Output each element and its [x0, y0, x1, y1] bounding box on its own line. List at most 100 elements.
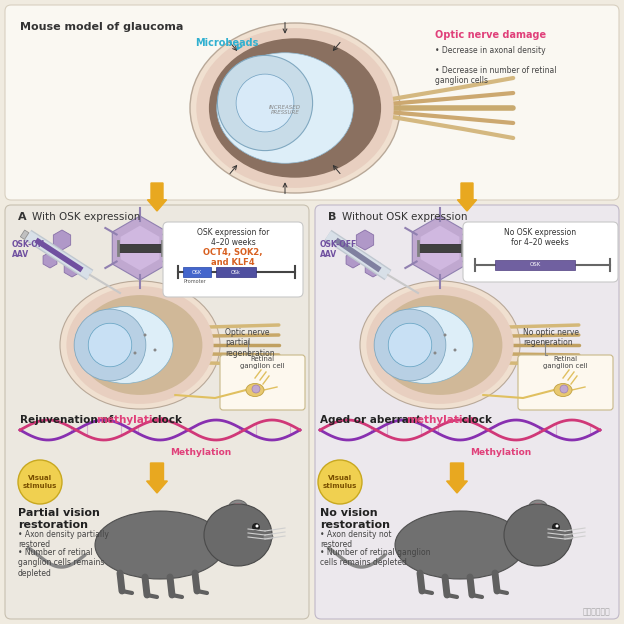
Text: Promoter: Promoter	[183, 279, 206, 284]
Circle shape	[560, 385, 568, 393]
Text: • Decrease in number of retinal
ganglion cells: • Decrease in number of retinal ganglion…	[435, 66, 557, 85]
Text: Microbeads: Microbeads	[195, 38, 258, 48]
FancyArrow shape	[147, 463, 167, 493]
Circle shape	[552, 523, 560, 531]
Ellipse shape	[197, 28, 394, 188]
Text: Optic nerve damage: Optic nerve damage	[435, 30, 546, 40]
Bar	[495, 260, 575, 270]
Text: OSK expression for
4–20 weeks: OSK expression for 4–20 weeks	[197, 228, 269, 247]
Ellipse shape	[360, 281, 520, 409]
Circle shape	[18, 460, 62, 504]
Text: Mouse model of glaucoma: Mouse model of glaucoma	[20, 22, 183, 32]
Text: methylation: methylation	[96, 415, 167, 425]
Ellipse shape	[217, 53, 353, 163]
Circle shape	[434, 351, 437, 354]
Polygon shape	[365, 259, 381, 277]
Text: Rejuvenation of: Rejuvenation of	[20, 415, 117, 425]
FancyBboxPatch shape	[163, 222, 303, 297]
Text: • Decrease in axonal density: • Decrease in axonal density	[435, 46, 545, 55]
Text: Methylation: Methylation	[170, 448, 232, 457]
Text: Visual
stimulus: Visual stimulus	[323, 475, 357, 489]
FancyArrow shape	[447, 463, 467, 493]
Text: OCT4, SOK2,
and KLF4: OCT4, SOK2, and KLF4	[203, 248, 263, 268]
Polygon shape	[112, 216, 168, 280]
Ellipse shape	[77, 295, 202, 395]
Ellipse shape	[554, 384, 572, 396]
FancyArrow shape	[457, 183, 477, 211]
Circle shape	[255, 525, 258, 527]
Circle shape	[444, 333, 447, 336]
Text: No OSK expression
for 4–20 weeks: No OSK expression for 4–20 weeks	[504, 228, 576, 247]
Circle shape	[388, 323, 432, 367]
Text: OSK: OSK	[192, 270, 202, 275]
Bar	[418, 244, 462, 252]
Circle shape	[74, 309, 146, 381]
Text: clock: clock	[458, 415, 492, 425]
Text: Without OSK expression: Without OSK expression	[342, 212, 467, 222]
Ellipse shape	[66, 286, 213, 404]
Polygon shape	[356, 230, 374, 250]
Ellipse shape	[246, 384, 264, 396]
Circle shape	[454, 348, 457, 351]
FancyArrow shape	[147, 183, 167, 211]
Circle shape	[236, 74, 294, 132]
Circle shape	[252, 523, 260, 531]
Bar	[216, 267, 256, 277]
Text: Methylation: Methylation	[470, 448, 531, 457]
Text: Aged or aberrant: Aged or aberrant	[320, 415, 425, 425]
Circle shape	[555, 525, 558, 527]
Bar	[118, 244, 162, 252]
Ellipse shape	[95, 511, 225, 579]
Text: No vision
restoration: No vision restoration	[320, 508, 390, 530]
Circle shape	[217, 56, 313, 150]
Text: With OSK expression: With OSK expression	[32, 212, 140, 222]
Text: clock: clock	[148, 415, 182, 425]
Ellipse shape	[378, 295, 502, 395]
Ellipse shape	[228, 500, 248, 518]
Polygon shape	[421, 226, 459, 270]
Text: Retinal
ganglion cell: Retinal ganglion cell	[240, 356, 285, 369]
Circle shape	[134, 351, 137, 354]
Text: No optic nerve
regeneration: No optic nerve regeneration	[523, 328, 579, 348]
FancyBboxPatch shape	[5, 205, 309, 619]
Ellipse shape	[60, 281, 220, 409]
Text: 全球医生组织: 全球医生组织	[582, 607, 610, 616]
Bar	[21, 230, 29, 240]
Text: A: A	[18, 212, 27, 222]
Text: • Axon density not
restored: • Axon density not restored	[320, 530, 391, 549]
Text: OSk: OSk	[231, 270, 241, 275]
Polygon shape	[120, 226, 159, 270]
Circle shape	[252, 385, 260, 393]
FancyBboxPatch shape	[518, 355, 613, 410]
Text: Optic nerve
partial
regeneration: Optic nerve partial regeneration	[225, 328, 275, 358]
Circle shape	[144, 333, 147, 336]
Text: Partial vision
restoration: Partial vision restoration	[18, 508, 100, 530]
Ellipse shape	[366, 286, 514, 404]
Text: OSK-ON
AAV: OSK-ON AAV	[12, 240, 46, 260]
Ellipse shape	[204, 504, 272, 566]
FancyBboxPatch shape	[5, 5, 619, 200]
Ellipse shape	[395, 511, 525, 579]
FancyBboxPatch shape	[463, 222, 618, 282]
Ellipse shape	[377, 306, 473, 383]
Ellipse shape	[77, 306, 173, 383]
Text: OSK: OSK	[529, 263, 540, 268]
Text: • Number of retinal
ganglion cells remains
depleted: • Number of retinal ganglion cells remai…	[18, 548, 104, 578]
Polygon shape	[53, 230, 71, 250]
Text: methylation: methylation	[406, 415, 477, 425]
Text: • Axon density partially
restored: • Axon density partially restored	[18, 530, 109, 549]
Polygon shape	[412, 216, 468, 280]
Ellipse shape	[563, 534, 573, 540]
Text: B: B	[328, 212, 336, 222]
Circle shape	[374, 309, 446, 381]
Ellipse shape	[528, 500, 548, 518]
Text: Visual
stimulus: Visual stimulus	[23, 475, 57, 489]
Bar	[183, 267, 211, 277]
Text: Retinal
ganglion cell: Retinal ganglion cell	[543, 356, 587, 369]
Polygon shape	[346, 252, 360, 268]
Ellipse shape	[190, 23, 400, 193]
Polygon shape	[64, 259, 80, 277]
Text: OSK-OFF
AAV: OSK-OFF AAV	[320, 240, 358, 260]
Polygon shape	[43, 252, 57, 268]
Text: • Number of retinal ganglion
cells remains depleted: • Number of retinal ganglion cells remai…	[320, 548, 431, 567]
